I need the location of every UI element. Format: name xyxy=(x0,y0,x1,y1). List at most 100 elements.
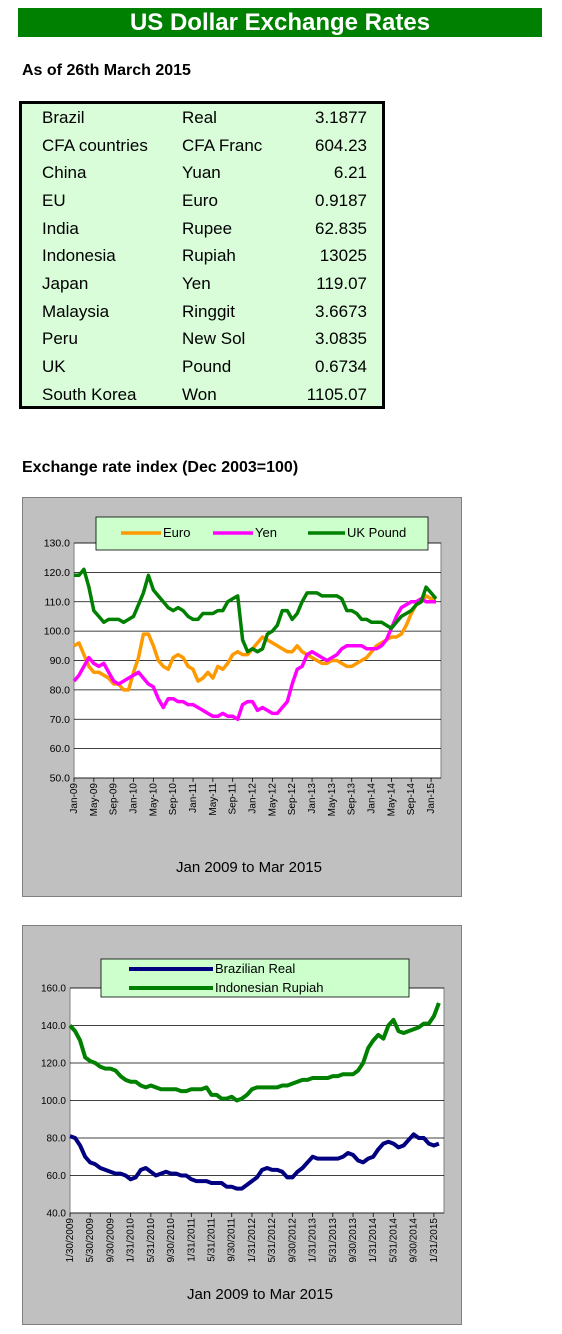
currency-name: Rupee xyxy=(182,218,233,238)
currency-name: New Sol xyxy=(182,329,246,349)
legend-label: Brazilian Real xyxy=(215,961,295,976)
rate-row: EU Euro 0.9187 xyxy=(42,187,367,215)
rate-row: India Rupee 62.835 xyxy=(42,215,367,243)
currency-name: Rupiah xyxy=(182,246,236,266)
x-tick-label: Sep-12 xyxy=(287,783,298,816)
index-chart: 50.0 60.0 70.0 80.0 90.0 100.0 110.0 120.0 130.0… xyxy=(44,516,442,876)
x-tick-label: May-10 xyxy=(148,783,159,817)
y-tick-label: 70.0 xyxy=(50,714,71,726)
series-line-yen xyxy=(72,597,436,722)
currency-name: Euro xyxy=(182,190,218,210)
y-tick-label: 60.0 xyxy=(47,1171,67,1182)
x-tick-label: Sep-11 xyxy=(228,783,239,815)
currency-name: Won xyxy=(182,384,217,404)
y-tick-label: 80.0 xyxy=(47,1134,67,1145)
x-tick-label: 9/30/2014 xyxy=(409,1218,420,1263)
x-tick-label: Jan-14 xyxy=(367,783,378,814)
rate-value: 3.1877 xyxy=(315,107,367,127)
country-name: CFA countries xyxy=(42,135,148,155)
y-tick-label: 100.0 xyxy=(44,626,70,638)
x-tick-label: 1/31/2011 xyxy=(186,1218,197,1262)
legend-label: Euro xyxy=(163,525,190,540)
series-line-uk-pound xyxy=(74,567,438,654)
x-tick-label: May-14 xyxy=(386,783,397,817)
y-tick-label: 110.0 xyxy=(45,596,71,608)
y-tick-label: 50.0 xyxy=(50,773,71,785)
rate-row: Japan Yen 119.07 xyxy=(42,270,367,298)
country-name: Peru xyxy=(42,329,78,349)
x-tick-label: 1/31/2014 xyxy=(368,1218,379,1263)
x-tick-label: 9/30/2009 xyxy=(105,1218,116,1263)
rate-row: South Korea Won 1105.07 xyxy=(42,381,367,409)
as-of-date: As of 26th March 2015 xyxy=(22,62,191,79)
country-name: India xyxy=(42,218,79,238)
series-line-brazilian-real xyxy=(69,1132,440,1191)
currency-name: Pound xyxy=(182,357,232,377)
index-title: Exchange rate index (Dec 2003=100) xyxy=(22,459,299,476)
real-rupiah-chart: 40.0 60.0 80.0 100.0 120.0 140.0 160.0 1/30/200… xyxy=(41,958,445,1303)
legend-box xyxy=(100,958,410,998)
x-tick-label: 9/30/2013 xyxy=(348,1218,359,1263)
x-tick-label: May-12 xyxy=(267,783,278,817)
y-tick-label: 120.0 xyxy=(41,1059,66,1070)
rate-value: 119.07 xyxy=(316,273,367,293)
y-tick-label: 80.0 xyxy=(50,684,71,696)
x-tick-label: 5/31/2014 xyxy=(388,1218,399,1263)
country-name: EU xyxy=(42,190,66,210)
x-tick-label: May-13 xyxy=(327,783,338,817)
rate-value: 0.9187 xyxy=(315,190,367,210)
y-tick-label: 130.0 xyxy=(44,538,70,550)
rate-value: 604.23 xyxy=(315,135,367,155)
legend-label: Indonesian Rupiah xyxy=(215,980,323,995)
x-tick-label: Jan-13 xyxy=(307,783,318,814)
x-tick-label: 1/31/2010 xyxy=(126,1218,137,1263)
x-tick-label: 9/30/2011 xyxy=(227,1218,238,1262)
x-tick-label: 5/31/2013 xyxy=(328,1218,339,1263)
index-chart-panel: 50.0 60.0 70.0 80.0 90.0 100.0 110.0 120.0 130.0… xyxy=(22,497,462,897)
rate-row: Indonesia Rupiah 13025 xyxy=(42,242,367,270)
x-tick-label: Jan-09 xyxy=(69,783,80,814)
x-axis-title: Jan 2009 to Mar 2015 xyxy=(176,859,322,876)
currency-name: Yuan xyxy=(182,163,221,183)
rate-row: CFA countries CFA Franc 604.23 xyxy=(42,132,367,160)
currency-name: CFA Franc xyxy=(182,135,263,155)
rate-value: 13025 xyxy=(319,246,367,266)
x-tick-label: Jan-10 xyxy=(129,783,140,814)
x-tick-label: 1/30/2009 xyxy=(65,1218,76,1263)
legend-label: UK Pound xyxy=(347,525,406,540)
rate-value: 3.6673 xyxy=(315,301,367,321)
x-tick-label: 5/31/2010 xyxy=(146,1218,157,1263)
rate-value: 0.6734 xyxy=(315,357,367,377)
real-rupiah-chart-panel: 40.0 60.0 80.0 100.0 120.0 140.0 160.0 1/30/200… xyxy=(22,925,462,1325)
x-tick-label: Jan-12 xyxy=(248,783,259,814)
x-tick-label: Sep-13 xyxy=(347,783,358,816)
rate-value: 62.835 xyxy=(315,218,367,238)
y-tick-label: 120.0 xyxy=(44,567,70,579)
rate-row: Brazil Real 3.1877 xyxy=(42,104,367,132)
y-tick-label: 40.0 xyxy=(47,1209,67,1220)
country-name: Indonesia xyxy=(42,246,116,266)
x-tick-label: 5/31/2011 xyxy=(207,1218,218,1262)
rate-value: 6.21 xyxy=(333,163,367,183)
rate-row: Malaysia Ringgit 3.6673 xyxy=(42,298,367,326)
x-tick-label: 5/31/2012 xyxy=(267,1218,278,1263)
x-tick-label: May-09 xyxy=(89,783,100,817)
currency-name: Real xyxy=(182,107,217,127)
rate-value: 1105.07 xyxy=(306,384,367,404)
x-tick-label: Sep-09 xyxy=(109,783,120,816)
rate-row: UK Pound 0.6734 xyxy=(42,353,367,381)
country-name: South Korea xyxy=(42,384,137,404)
x-tick-label: 1/31/2013 xyxy=(308,1218,319,1263)
y-tick-label: 160.0 xyxy=(41,984,66,995)
y-tick-label: 60.0 xyxy=(50,743,71,755)
legend-box xyxy=(95,516,429,551)
x-tick-label: 5/30/2009 xyxy=(85,1218,96,1263)
country-name: China xyxy=(42,163,87,183)
currency-name: Ringgit xyxy=(182,301,235,321)
country-name: Malaysia xyxy=(42,301,110,321)
country-name: UK xyxy=(42,357,66,377)
x-axis-title: Jan 2009 to Mar 2015 xyxy=(187,1286,333,1303)
x-tick-label: Sep-14 xyxy=(406,783,417,816)
rate-row: China Yuan 6.21 xyxy=(42,159,367,187)
series-line-indonesian-rupiah xyxy=(68,1002,441,1103)
